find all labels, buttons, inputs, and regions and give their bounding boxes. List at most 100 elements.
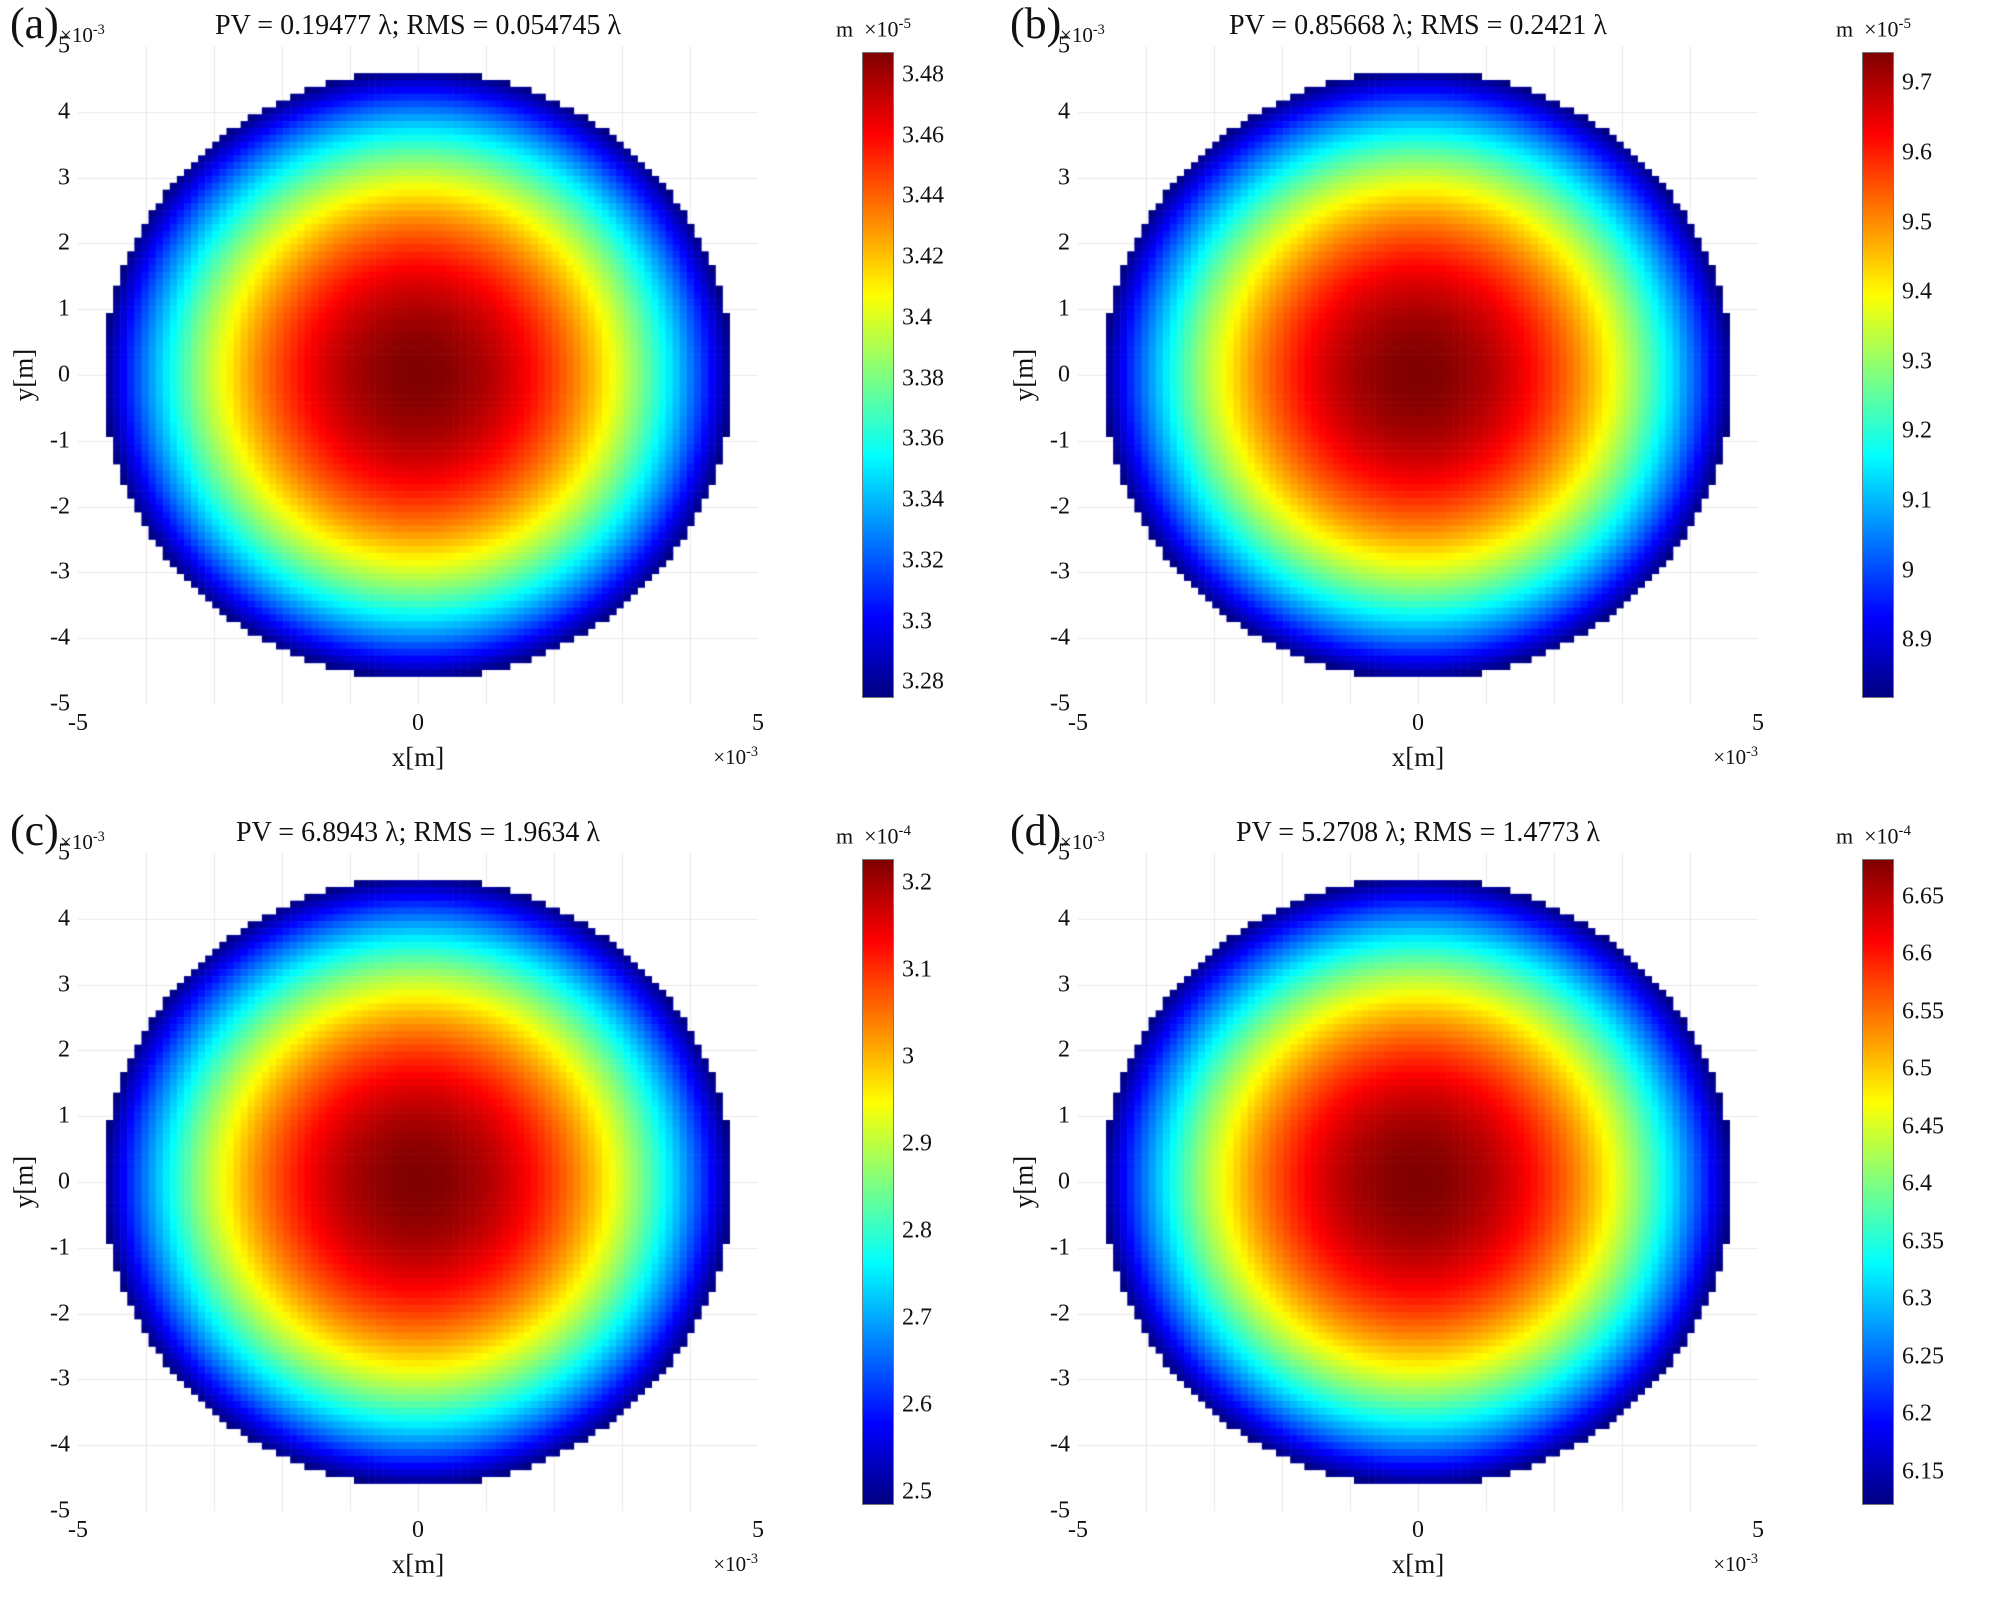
y-tick-label: -1 xyxy=(1050,1234,1070,1261)
panel-title: PV = 0.85668 λ; RMS = 0.2421 λ xyxy=(1229,10,1607,41)
colorbar xyxy=(862,859,894,1505)
panel-title: PV = 6.8943 λ; RMS = 1.9634 λ xyxy=(236,817,600,848)
y-tick-label: 5 xyxy=(1058,32,1070,59)
x-axis-label: x[m] xyxy=(391,742,445,772)
y-tick-label: 3 xyxy=(58,971,70,998)
panel-label: (c) xyxy=(10,806,59,855)
y-tick-label: -2 xyxy=(50,493,70,520)
y-tick-label: -2 xyxy=(1050,1300,1070,1327)
colorbar-tick-label: 6.2 xyxy=(1902,1400,1932,1427)
y-tick-label: -4 xyxy=(50,624,70,651)
colorbar-tick-label: 6.65 xyxy=(1902,883,1944,910)
y-tick-label: 2 xyxy=(1058,229,1070,256)
heatmap-canvas xyxy=(1078,46,1758,704)
y-tick-label: 0 xyxy=(58,1168,70,1195)
x-tick-label: -5 xyxy=(1068,1517,1088,1543)
colorbar-unit-label: m ×10-4 xyxy=(1836,823,1912,849)
y-tick-label: 4 xyxy=(58,905,70,932)
colorbar-tick-label: 8.9 xyxy=(1902,626,1932,653)
colorbar xyxy=(862,52,894,698)
x-axis-label: x[m] xyxy=(1391,1549,1445,1579)
y-tick-label: -4 xyxy=(1050,1431,1070,1458)
colorbar-tick-label: 3.48 xyxy=(902,61,944,88)
x-tick-label: 5 xyxy=(752,710,764,736)
heatmap-canvas xyxy=(1078,853,1758,1511)
colorbar-tick-label: 9 xyxy=(1902,557,1914,584)
x-tick-label: 0 xyxy=(1412,1517,1424,1543)
y-tick-label: -4 xyxy=(1050,624,1070,651)
x-axis-exponent: ×10-3 xyxy=(713,1551,758,1576)
y-tick-label: 1 xyxy=(58,295,70,322)
colorbar xyxy=(1862,859,1894,1505)
y-tick-label: 0 xyxy=(58,361,70,388)
colorbar-unit-label: m ×10-5 xyxy=(836,16,912,42)
colorbar-tick-label: 2.5 xyxy=(902,1478,932,1505)
colorbar-tick-label: 6.4 xyxy=(1902,1170,1932,1197)
y-tick-label: -5 xyxy=(50,690,70,717)
x-axis-exponent: ×10-3 xyxy=(1713,744,1758,769)
x-tick-label: 5 xyxy=(752,1517,764,1543)
x-tick-label: 0 xyxy=(1412,710,1424,736)
panel-label: (a) xyxy=(10,0,59,48)
colorbar-tick-label: 9.3 xyxy=(1902,348,1932,375)
x-tick-label: -5 xyxy=(68,710,88,736)
panel-d: (d) PV = 5.2708 λ; RMS = 1.4773 λ ×10-3 … xyxy=(1000,806,2000,1614)
panel-b: (b) PV = 0.85668 λ; RMS = 0.2421 λ ×10-3… xyxy=(1000,0,2000,807)
y-tick-label: -1 xyxy=(50,1234,70,1261)
heatmap-canvas xyxy=(78,46,758,704)
y-tick-label: 2 xyxy=(58,1036,70,1063)
y-tick-label: 0 xyxy=(1058,1168,1070,1195)
colorbar xyxy=(1862,52,1894,698)
colorbar-tick-label: 2.8 xyxy=(902,1217,932,1244)
x-tick-label: -5 xyxy=(1068,710,1088,736)
y-tick-label: -3 xyxy=(1050,1365,1070,1392)
y-tick-label: 2 xyxy=(1058,1036,1070,1063)
colorbar-tick-label: 3.46 xyxy=(902,122,944,149)
y-tick-label: 1 xyxy=(1058,1102,1070,1129)
colorbar-unit-label: m ×10-5 xyxy=(1836,16,1912,42)
y-tick-label: 3 xyxy=(58,164,70,191)
colorbar-tick-label: 3.38 xyxy=(902,365,944,392)
y-tick-label: 3 xyxy=(1058,971,1070,998)
y-tick-label: 2 xyxy=(58,229,70,256)
y-tick-label: -1 xyxy=(50,427,70,454)
x-axis-exponent: ×10-3 xyxy=(1713,1551,1758,1576)
colorbar-tick-label: 9.2 xyxy=(1902,417,1932,444)
x-axis-label: x[m] xyxy=(391,1549,445,1579)
colorbar-tick-label: 3.3 xyxy=(902,608,932,635)
y-tick-label: -5 xyxy=(1050,1497,1070,1524)
y-tick-label: -1 xyxy=(1050,427,1070,454)
colorbar-tick-label: 3.42 xyxy=(902,243,944,270)
colorbar-tick-label: 3.1 xyxy=(902,956,932,983)
x-axis-label: x[m] xyxy=(1391,742,1445,772)
panel-title: PV = 0.19477 λ; RMS = 0.054745 λ xyxy=(215,10,621,41)
colorbar-tick-label: 3.34 xyxy=(902,486,944,513)
y-tick-label: -3 xyxy=(50,1365,70,1392)
y-axis-exponent: ×10-3 xyxy=(1060,22,1105,47)
y-tick-label: 3 xyxy=(1058,164,1070,191)
colorbar-tick-label: 9.4 xyxy=(1902,278,1932,305)
x-tick-label: -5 xyxy=(68,1517,88,1543)
colorbar-tick-label: 9.5 xyxy=(1902,209,1932,236)
y-tick-label: 4 xyxy=(1058,905,1070,932)
colorbar-tick-label: 9.7 xyxy=(1902,69,1932,96)
y-axis-exponent: ×10-3 xyxy=(60,22,105,47)
y-axis-exponent: ×10-3 xyxy=(1060,829,1105,854)
colorbar-tick-label: 9.1 xyxy=(1902,487,1932,514)
y-tick-label: 1 xyxy=(58,1102,70,1129)
x-tick-label: 0 xyxy=(412,710,424,736)
colorbar-tick-label: 6.5 xyxy=(1902,1055,1932,1082)
colorbar-tick-label: 3.28 xyxy=(902,668,944,695)
y-tick-label: -4 xyxy=(50,1431,70,1458)
colorbar-tick-label: 6.25 xyxy=(1902,1343,1944,1370)
colorbar-tick-label: 3.32 xyxy=(902,547,944,574)
panel-label: (b) xyxy=(1010,0,1062,48)
panel-label: (d) xyxy=(1010,806,1062,855)
colorbar-tick-label: 6.3 xyxy=(1902,1285,1932,1312)
y-tick-label: 5 xyxy=(1058,839,1070,866)
panel-title: PV = 5.2708 λ; RMS = 1.4773 λ xyxy=(1236,817,1600,848)
colorbar-tick-label: 3.36 xyxy=(902,425,944,452)
panel-c: (c) PV = 6.8943 λ; RMS = 1.9634 λ ×10-3 … xyxy=(0,806,1000,1614)
x-tick-label: 5 xyxy=(1752,710,1764,736)
colorbar-tick-label: 3.4 xyxy=(902,304,932,331)
